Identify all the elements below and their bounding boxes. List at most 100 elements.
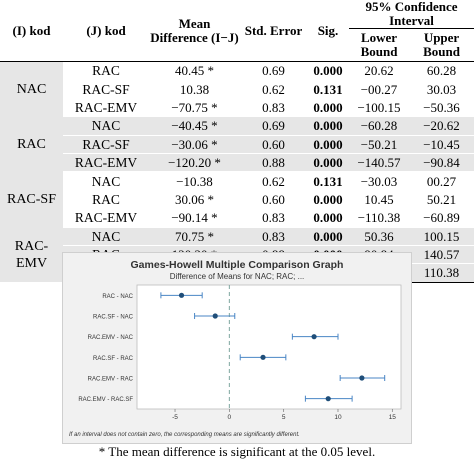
upper-bound-cell: 110.38 xyxy=(409,263,474,283)
category-label: RAC.EMV - RAC.SF xyxy=(78,397,133,403)
lower-bound-cell: −50.21 xyxy=(349,135,409,154)
table-row: RAC 30.06 * 0.60 0.000 10.45 50.21 xyxy=(0,190,474,210)
table-row: RAC-SF NAC −10.38 0.62 0.131 −30.03 00.27 xyxy=(0,171,474,228)
header-mean-difference: Mean Difference (I−J) xyxy=(149,0,240,62)
mean-difference-cell: −10.38 xyxy=(149,171,240,191)
header-j-kod: (J) kod xyxy=(63,0,149,62)
upper-bound-cell: −50.36 xyxy=(409,98,474,118)
plot-area xyxy=(136,284,402,410)
lower-bound-cell: −30.03 xyxy=(349,171,409,191)
sig-cell: 0.000 xyxy=(307,227,349,246)
sig-cell: 0.000 xyxy=(307,98,349,118)
mean-difference-cell: 40.45 * xyxy=(149,61,240,81)
table-row: RAC-EMV −70.75 * 0.83 0.000 −100.15 −50.36 xyxy=(0,98,474,118)
mean-point xyxy=(359,375,365,381)
mean-point xyxy=(260,354,266,360)
header-confidence-interval: 95% Confidence Interval xyxy=(349,0,474,29)
j-kod-cell: RAC xyxy=(63,61,149,81)
lower-bound-cell: −110.38 xyxy=(349,208,409,228)
table-row: RAC-SF −30.06 * 0.60 0.000 −50.21 −10.45 xyxy=(0,135,474,154)
category-label: RAC - NAC xyxy=(102,294,133,300)
mean-difference-cell: 10.38 xyxy=(149,79,240,99)
table-body: NAC RAC 40.45 * 0.69 0.000 20.62 60.28 RAC-SF 10… xyxy=(0,61,474,283)
std-error-cell: 0.62 xyxy=(240,171,307,191)
upper-bound-cell: 60.28 xyxy=(409,61,474,81)
table-row: RAC-SF 10.38 0.62 0.131 −00.27 30.03 xyxy=(0,79,474,99)
mean-difference-cell: −90.14 * xyxy=(149,208,240,228)
group-label: NAC xyxy=(0,61,63,117)
std-error-cell: 0.83 xyxy=(240,98,307,118)
std-error-cell: 0.60 xyxy=(240,135,307,154)
mean-difference-cell: −70.75 * xyxy=(149,98,240,118)
j-kod-cell: RAC-EMV xyxy=(63,153,149,173)
table-row: NAC RAC 40.45 * 0.69 0.000 20.62 60.28 xyxy=(0,61,474,117)
comparison-table: (I) kod (J) kod Mean Difference (I−J) St… xyxy=(0,0,474,283)
header-i-kod: (I) kod xyxy=(0,0,63,62)
x-tick-label: 15 xyxy=(389,414,397,421)
x-tick-label: 5 xyxy=(282,414,286,421)
group-label: RAC-SF xyxy=(0,171,63,228)
x-tick-label: 0 xyxy=(228,414,232,421)
upper-bound-cell: 00.27 xyxy=(409,171,474,191)
lower-bound-cell: 10.45 xyxy=(349,190,409,210)
sig-cell: 0.000 xyxy=(307,61,349,81)
table-row: RAC-EMV NAC 70.75 * 0.83 0.000 50.36 100.15 xyxy=(0,227,474,283)
j-kod-cell: RAC-SF xyxy=(63,135,149,154)
j-kod-cell: NAC xyxy=(63,116,149,136)
header-upper-bound: Upper Bound xyxy=(409,28,474,62)
upper-bound-cell: 30.03 xyxy=(409,79,474,99)
group-label: RAC-EMV xyxy=(0,227,63,283)
sig-cell: 0.131 xyxy=(307,171,349,191)
table-row: RAC-EMV −90.14 * 0.83 0.000 −110.38 −60.89 xyxy=(0,208,474,228)
header-std-error: Std. Error xyxy=(240,0,307,62)
group-label: RAC xyxy=(0,116,63,172)
chart-title: Games-Howell Multiple Comparison Graph xyxy=(130,259,344,271)
mean-difference-cell: 30.06 * xyxy=(149,190,240,210)
header-lower-bound: Lower Bound xyxy=(349,28,409,62)
table-row: RAC-EMV −120.20 * 0.88 0.000 −140.57 −90.84 xyxy=(0,153,474,173)
j-kod-cell: NAC xyxy=(63,227,149,246)
lower-bound-cell: 20.62 xyxy=(349,61,409,81)
mean-point xyxy=(325,396,331,402)
lower-bound-cell: −100.15 xyxy=(349,98,409,118)
lower-bound-cell: −60.28 xyxy=(349,116,409,136)
table-row: RAC NAC −40.45 * 0.69 0.000 −60.28 −20.62 xyxy=(0,116,474,172)
j-kod-cell: RAC xyxy=(63,190,149,210)
mean-difference-cell: 70.75 * xyxy=(149,227,240,246)
std-error-cell: 0.83 xyxy=(240,227,307,246)
chart-plot: RAC - NAC RAC.SF - NAC RAC.EMV - NAC RAC.SF… xyxy=(69,284,402,438)
mean-difference-cell: −120.20 * xyxy=(149,153,240,173)
lower-bound-cell: −00.27 xyxy=(349,79,409,99)
category-label: RAC.EMV - NAC xyxy=(88,335,134,341)
std-error-cell: 0.60 xyxy=(240,190,307,210)
mean-point xyxy=(311,334,317,340)
lower-bound-cell: −140.57 xyxy=(349,153,409,173)
std-error-cell: 0.88 xyxy=(240,153,307,173)
std-error-cell: 0.69 xyxy=(240,116,307,136)
header-sig: Sig. xyxy=(307,0,349,62)
category-label: RAC.EMV - RAC xyxy=(88,377,134,383)
std-error-cell: 0.69 xyxy=(240,61,307,81)
x-tick-label: -5 xyxy=(172,414,178,421)
category-label: RAC.SF - RAC xyxy=(93,356,134,362)
mean-difference-cell: −30.06 * xyxy=(149,135,240,154)
significance-note: * The mean difference is significant at … xyxy=(98,444,376,459)
upper-bound-cell: 140.57 xyxy=(409,245,474,265)
category-label: RAC.SF - NAC xyxy=(93,315,134,321)
sig-cell: 0.000 xyxy=(307,208,349,228)
mean-point xyxy=(212,313,218,319)
j-kod-cell: RAC-EMV xyxy=(63,208,149,228)
j-kod-cell: NAC xyxy=(63,171,149,191)
upper-bound-cell: 100.15 xyxy=(409,227,474,246)
mean-point xyxy=(178,292,185,298)
mean-difference-cell: −40.45 * xyxy=(149,116,240,136)
std-error-cell: 0.62 xyxy=(240,79,307,99)
j-kod-cell: RAC-EMV xyxy=(63,98,149,118)
sig-cell: 0.131 xyxy=(307,79,349,99)
upper-bound-cell: −10.45 xyxy=(409,135,474,154)
j-kod-cell: RAC-SF xyxy=(63,79,149,99)
sig-cell: 0.000 xyxy=(307,153,349,173)
chart-subtitle: Difference of Means for NAC; RAC; ... xyxy=(169,272,305,281)
std-error-cell: 0.83 xyxy=(240,208,307,228)
upper-bound-cell: −60.89 xyxy=(409,208,474,228)
